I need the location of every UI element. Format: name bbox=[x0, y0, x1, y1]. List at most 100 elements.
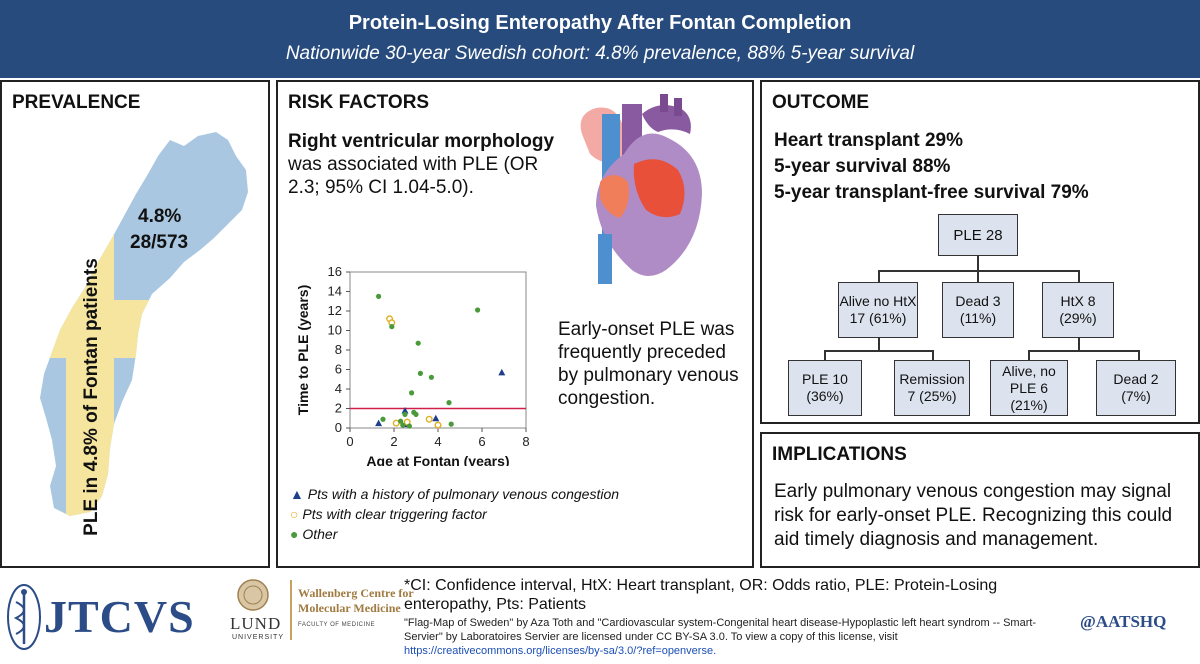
triangle-marker-icon: ▲ bbox=[290, 486, 304, 502]
tree-line bbox=[932, 350, 934, 360]
risk-finding-text: was associated with PLE (OR 2.3; 95% CI … bbox=[288, 154, 539, 198]
license-text: "Flag-Map of Sweden" by Aza Toth and "Ca… bbox=[404, 617, 1037, 643]
aats-handle: @AATSHQ bbox=[1080, 612, 1167, 631]
data-point-other bbox=[446, 400, 452, 406]
prevalence-panel: PREVALENCE 4.8% 28/573 PLE in 4.8% of Fo… bbox=[0, 80, 270, 568]
tree-line bbox=[878, 270, 880, 282]
tree-node-root: PLE 28 bbox=[938, 214, 1018, 256]
prevalence-percent: 4.8% bbox=[138, 206, 182, 227]
data-point-congestion bbox=[432, 414, 440, 422]
legend-item-other: ● Other bbox=[290, 526, 337, 542]
x-tick-label: 0 bbox=[346, 434, 353, 449]
y-tick-label: 12 bbox=[328, 303, 342, 318]
jtcvs-logo: JTCVS bbox=[44, 591, 195, 642]
tree-line bbox=[1078, 270, 1080, 282]
y-tick-label: 2 bbox=[335, 401, 342, 416]
prevalence-vertical-label: PLE in 4.8% of Fontan patients bbox=[81, 258, 102, 536]
wcmm-logo-line2: Molecular Medicine bbox=[298, 601, 401, 615]
cross-horizontal bbox=[40, 300, 248, 358]
risk-factors-panel: RISK FACTORS Right ventricular morpholog… bbox=[276, 80, 754, 568]
data-point-other bbox=[475, 307, 481, 313]
tree-node-dead2: Dead 2 (7%) bbox=[1096, 360, 1176, 416]
prevalence-count: 28/573 bbox=[130, 232, 189, 253]
x-axis-label: Age at Fontan (years) bbox=[366, 453, 509, 466]
wcmm-faculty: FACULTY OF MEDICINE bbox=[298, 622, 375, 628]
y-tick-label: 14 bbox=[328, 284, 342, 299]
x-tick-label: 8 bbox=[522, 434, 529, 449]
tree-line bbox=[878, 338, 880, 350]
data-point-other bbox=[415, 340, 421, 346]
legend-item-trigger: ○ Pts with clear triggering factor bbox=[290, 506, 487, 522]
jtcvs-caduceus-icon bbox=[7, 584, 41, 650]
license-credit: "Flag-Map of Sweden" by Aza Toth and "Ca… bbox=[404, 616, 1044, 658]
data-point-other bbox=[409, 390, 415, 396]
data-point-other bbox=[398, 418, 404, 424]
lund-sub: UNIVERSITY bbox=[232, 634, 285, 641]
wcmm-logo-line1: Wallenberg Centre for bbox=[298, 586, 414, 600]
data-point-other bbox=[417, 370, 423, 376]
early-onset-text: Early-onset PLE was frequently preceded … bbox=[558, 319, 739, 409]
tree-line bbox=[977, 270, 979, 282]
tree-line bbox=[1028, 350, 1138, 352]
outcome-panel: OUTCOME Heart transplant 29% 5-year surv… bbox=[760, 80, 1200, 424]
tree-node-alive: Alive no HtX 17 (61%) bbox=[838, 282, 918, 338]
infographic-title: Protein-Losing Enteropathy After Fontan … bbox=[348, 12, 852, 34]
lund-logo: LUND bbox=[230, 614, 282, 633]
sweden-flag-map bbox=[40, 132, 248, 516]
data-point-other bbox=[402, 411, 408, 417]
data-point-other bbox=[448, 421, 454, 427]
y-tick-label: 6 bbox=[335, 362, 342, 377]
outcome-title: OUTCOME bbox=[772, 92, 870, 113]
header-banner: Protein-Losing Enteropathy After Fontan … bbox=[0, 0, 1200, 78]
y-tick-label: 0 bbox=[335, 420, 342, 435]
data-point-other bbox=[428, 374, 434, 380]
abbreviations: *CI: Confidence interval, HtX: Heart tra… bbox=[404, 577, 998, 613]
data-point-congestion bbox=[498, 368, 506, 376]
prevalence-title: PREVALENCE bbox=[12, 92, 141, 113]
license-link[interactable]: https://creativecommons.org/licenses/by-… bbox=[404, 645, 717, 657]
infographic-subtitle: Nationwide 30-year Swedish cohort: 4.8% … bbox=[285, 43, 915, 64]
y-tick-label: 8 bbox=[335, 342, 342, 357]
tree-line bbox=[1028, 350, 1030, 360]
lund-seal-icon bbox=[237, 579, 269, 611]
data-point-other bbox=[400, 422, 406, 428]
implications-text: Early pulmonary venous congestion may si… bbox=[774, 481, 1173, 550]
tree-line bbox=[1078, 338, 1080, 350]
tree-node-htx: HtX 8 (29%) bbox=[1042, 282, 1114, 338]
scatter-chart: 0 2 4 6 8 10 12 14 16 0 2 4 6 8 Age at Fontan (years) T… bbox=[295, 264, 530, 466]
data-point-congestion bbox=[401, 406, 409, 414]
outcome-stat: Heart transplant 29% bbox=[774, 130, 964, 151]
outcome-stat: 5-year survival 88% bbox=[774, 156, 951, 177]
legend-item-congestion: ▲ Pts with a history of pulmonary venous… bbox=[290, 486, 619, 502]
tree-node-dead: Dead 3 (11%) bbox=[942, 282, 1014, 338]
data-point-trigger bbox=[425, 415, 433, 423]
implications-panel: IMPLICATIONS Early pulmonary venous cong… bbox=[760, 432, 1200, 568]
data-point-trigger bbox=[434, 421, 442, 429]
tree-line bbox=[824, 350, 932, 352]
tree-node-ple: PLE 10 (36%) bbox=[788, 360, 862, 416]
y-tick-label: 16 bbox=[328, 264, 342, 279]
tree-node-alive-no-ple: Alive, no PLE 6 (21%) bbox=[990, 360, 1068, 416]
y-axis-label: Time to PLE (years) bbox=[295, 285, 311, 415]
risk-factors-title: RISK FACTORS bbox=[288, 92, 430, 113]
y-tick-label: 4 bbox=[335, 381, 342, 396]
x-tick-label: 4 bbox=[434, 434, 441, 449]
data-point-other bbox=[413, 411, 419, 417]
risk-finding-bold: Right ventricular morphology bbox=[288, 131, 555, 152]
data-point-other bbox=[389, 324, 395, 330]
x-tick-label: 6 bbox=[478, 434, 485, 449]
outcome-stat: 5-year transplant-free survival 79% bbox=[774, 182, 1089, 203]
tree-line bbox=[824, 350, 826, 360]
tree-node-remission: Remission 7 (25%) bbox=[894, 360, 970, 416]
legend-label: Pts with a history of pulmonary venous c… bbox=[307, 486, 620, 502]
data-point-other bbox=[380, 416, 386, 422]
data-point-other bbox=[406, 423, 412, 429]
ring-marker-icon: ○ bbox=[290, 506, 299, 522]
tree-line bbox=[1138, 350, 1140, 360]
dot-marker-icon: ● bbox=[290, 526, 299, 542]
data-point-congestion bbox=[375, 419, 383, 427]
implications-title: IMPLICATIONS bbox=[772, 444, 907, 465]
data-point-other bbox=[376, 293, 382, 299]
risk-finding: Right ventricular morphology was associa… bbox=[288, 130, 568, 199]
legend-label: Pts with clear triggering factor bbox=[302, 506, 487, 522]
